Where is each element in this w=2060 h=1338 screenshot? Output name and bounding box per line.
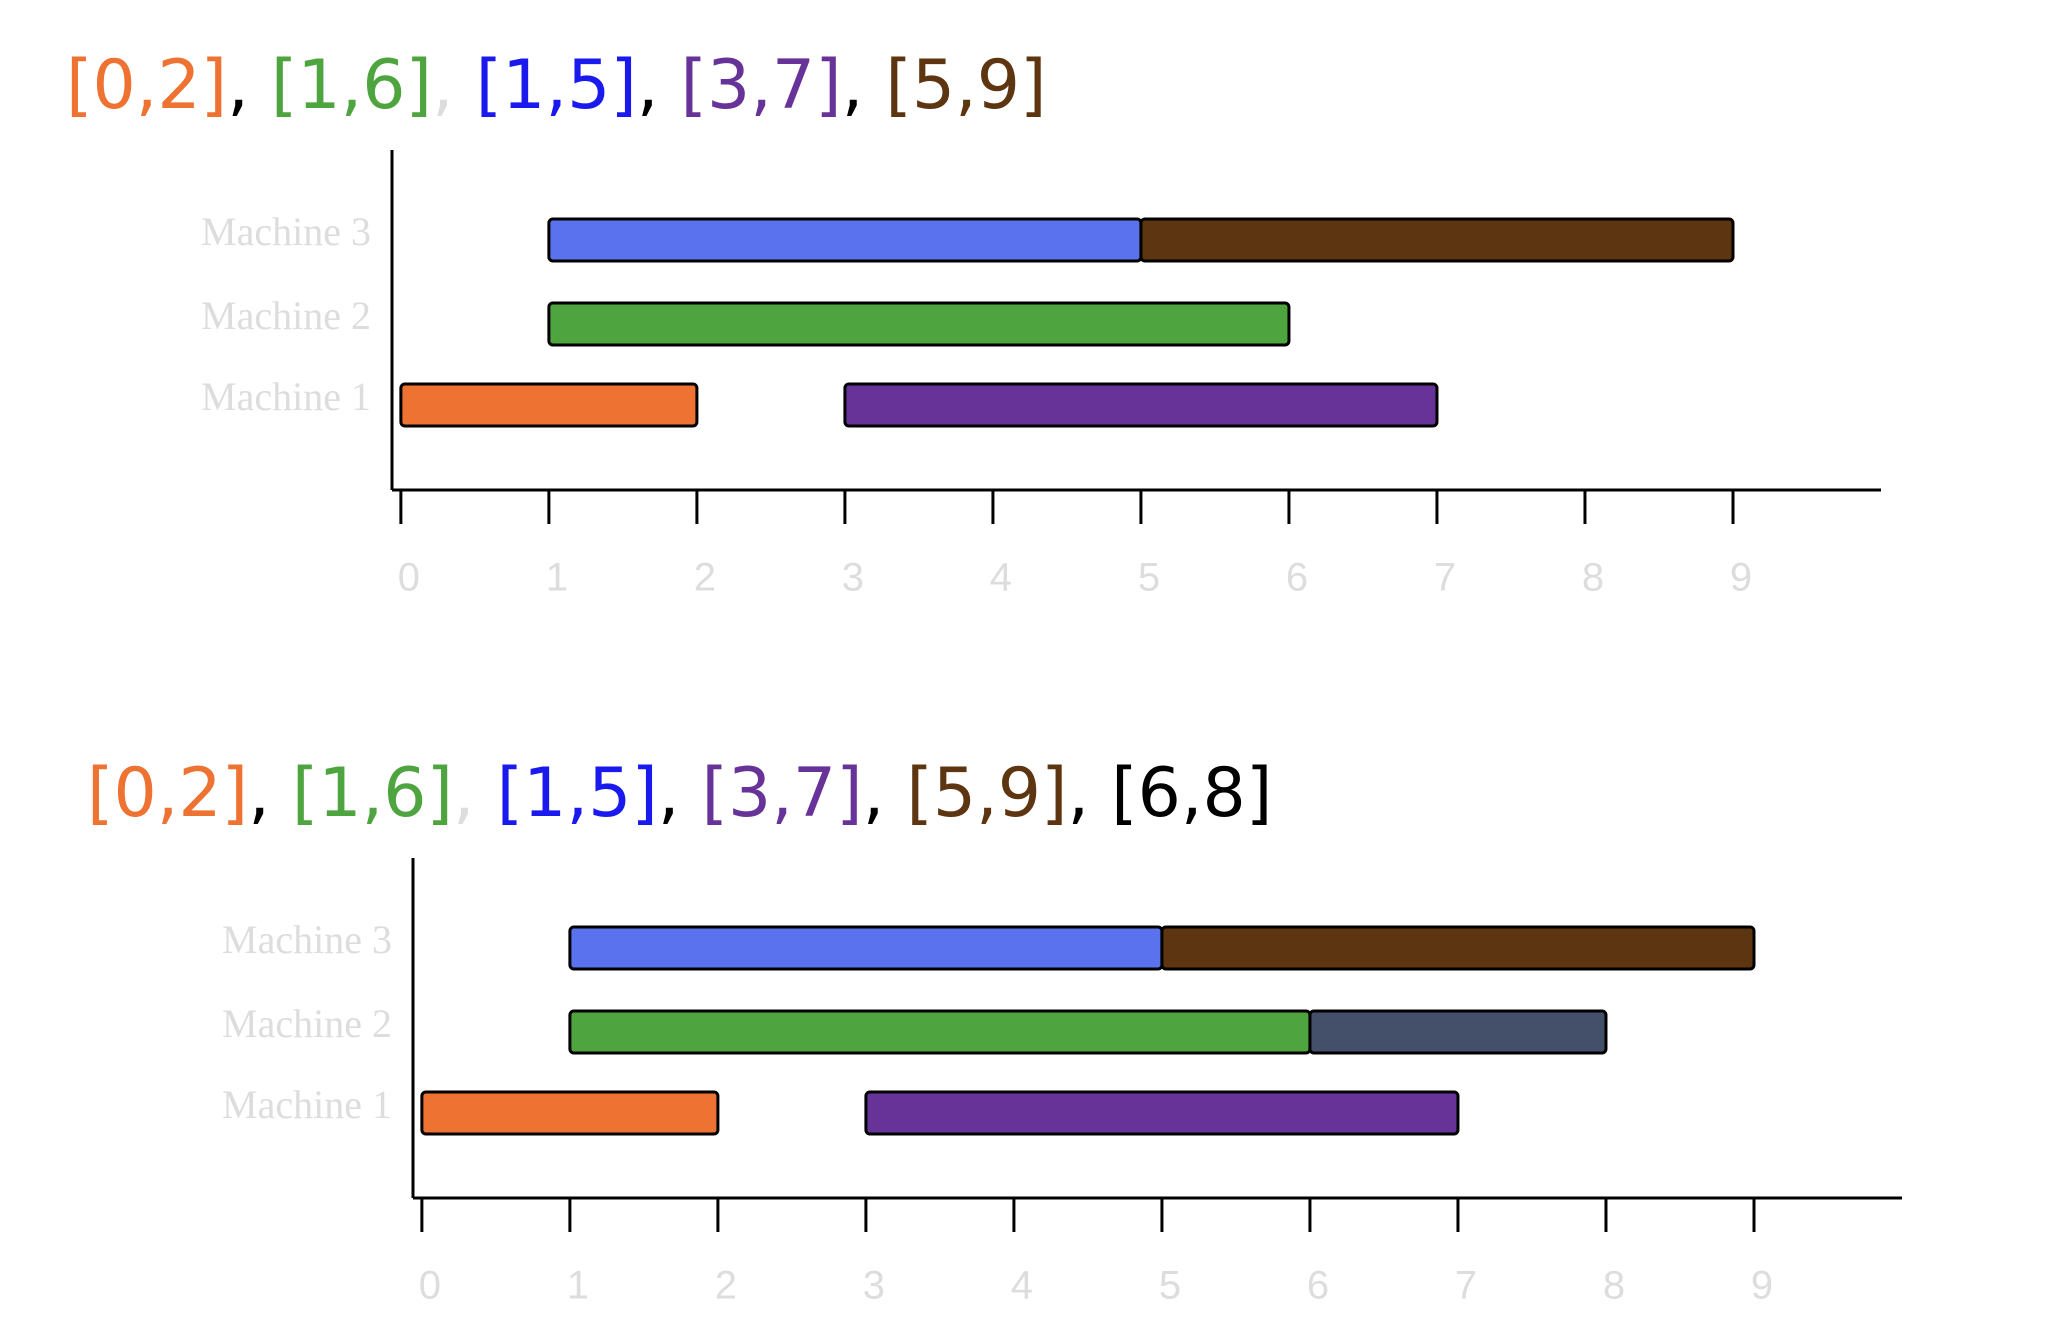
x-tick-label: 5	[1159, 1264, 1181, 1308]
task-bar	[399, 382, 699, 428]
title-separator: ,	[1068, 754, 1090, 833]
category-label: Machine 3	[201, 209, 371, 254]
task-bar	[1139, 217, 1735, 263]
title-separator: ,	[248, 754, 270, 833]
x-tick-label: 7	[1455, 1264, 1477, 1308]
x-tick-label: 0	[398, 556, 420, 600]
x-tick-label: 1	[567, 1264, 589, 1308]
title-interval: [3,7]	[680, 46, 841, 125]
title-interval: [5,9]	[906, 754, 1067, 833]
title-interval: [3,7]	[701, 754, 862, 833]
x-tick-label: 9	[1730, 556, 1752, 600]
x-tick-label: 5	[1138, 556, 1160, 600]
task-bar	[1308, 1009, 1608, 1055]
x-tick-label: 8	[1603, 1264, 1625, 1308]
x-tick-label: 2	[694, 556, 716, 600]
title-interval: [5,9]	[885, 46, 1046, 125]
category-label: Machine 3	[222, 917, 392, 962]
x-tick-label: 0	[419, 1264, 441, 1308]
x-tick-label: 3	[863, 1264, 885, 1308]
title-separator: ,	[432, 46, 454, 125]
chart-title: [0,2], [1,6], [1,5], [3,7], [5,9], [6,8]	[87, 754, 1272, 833]
title-separator: ,	[658, 754, 680, 833]
title-separator: ,	[863, 754, 885, 833]
x-tick-label: 9	[1751, 1264, 1773, 1308]
task-bar	[547, 301, 1291, 347]
chart-title: [0,2], [1,6], [1,5], [3,7], [5,9]	[66, 46, 1047, 125]
x-tick-label: 8	[1582, 556, 1604, 600]
x-tick-label: 4	[990, 556, 1012, 600]
title-interval: [0,2]	[87, 754, 248, 833]
title-interval: [1,6]	[271, 46, 432, 125]
title-separator: ,	[227, 46, 249, 125]
category-label: Machine 1	[222, 1082, 392, 1127]
title-separator: ,	[842, 46, 864, 125]
x-tick-label: 7	[1434, 556, 1456, 600]
x-tick-label: 6	[1307, 1264, 1329, 1308]
task-bar	[864, 1090, 1460, 1136]
title-separator: ,	[637, 46, 659, 125]
title-interval: [1,6]	[292, 754, 453, 833]
task-bar	[568, 925, 1164, 971]
category-label: Machine 2	[201, 293, 371, 338]
title-interval: [6,8]	[1111, 754, 1272, 833]
title-interval: [0,2]	[66, 46, 227, 125]
x-tick-label: 1	[546, 556, 568, 600]
task-bar	[843, 382, 1439, 428]
chart: [0,2], [1,6], [1,5], [3,7], [5,9], [6,8]0 1 2 3 4…	[87, 754, 1902, 1308]
x-tick-label: 2	[715, 1264, 737, 1308]
x-tick-label: 3	[842, 556, 864, 600]
task-bar	[547, 217, 1143, 263]
chart: [0,2], [1,6], [1,5], [3,7], [5,9]0 1 2 3 4 5 6 7 8 9M…	[66, 46, 1881, 600]
x-tick-label: 6	[1286, 556, 1308, 600]
task-bar	[568, 1009, 1312, 1055]
category-label: Machine 1	[201, 374, 371, 419]
task-bar	[1160, 925, 1756, 971]
title-interval: [1,5]	[497, 754, 658, 833]
x-tick-label: 4	[1011, 1264, 1033, 1308]
category-label: Machine 2	[222, 1001, 392, 1046]
task-bar	[420, 1090, 720, 1136]
title-separator: ,	[453, 754, 475, 833]
title-interval: [1,5]	[476, 46, 637, 125]
